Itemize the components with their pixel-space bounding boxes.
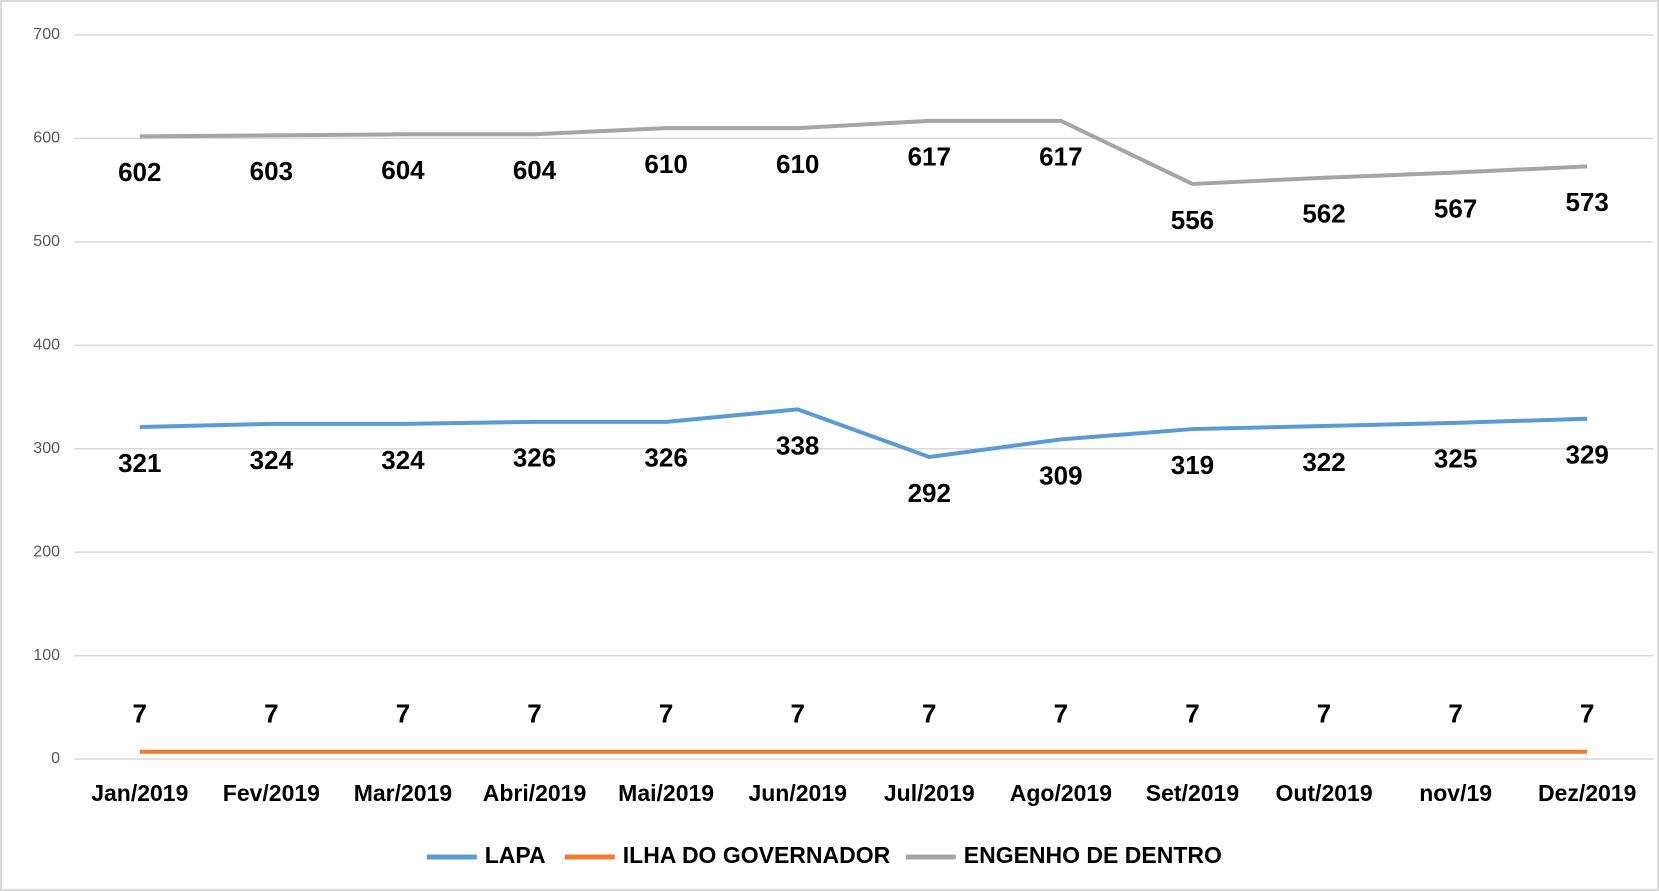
x-tick-label: Mar/2019	[354, 780, 452, 806]
data-label: 7	[396, 699, 410, 729]
x-tick-label: Abri/2019	[483, 780, 587, 806]
data-label: 326	[513, 443, 556, 473]
data-label: 567	[1434, 193, 1477, 223]
data-label: 562	[1302, 199, 1345, 229]
y-tick-label: 300	[33, 440, 60, 457]
x-tick-label: Mai/2019	[618, 780, 714, 806]
x-tick-label: Jul/2019	[884, 780, 975, 806]
data-label: 610	[776, 149, 819, 179]
data-label: 7	[133, 699, 147, 729]
data-label: 292	[908, 478, 951, 508]
y-tick-label: 100	[33, 647, 60, 664]
data-label: 324	[381, 445, 425, 475]
data-label: 610	[644, 149, 687, 179]
data-label: 617	[908, 142, 951, 172]
x-tick-label: Ago/2019	[1010, 780, 1112, 806]
data-label: 617	[1039, 142, 1082, 172]
y-tick-label: 0	[51, 750, 60, 767]
data-label: 7	[659, 699, 673, 729]
data-label: 7	[1317, 699, 1331, 729]
series-line	[139, 118, 1588, 186]
data-label: 573	[1566, 187, 1609, 217]
y-tick-label: 700	[33, 26, 60, 43]
data-label: 325	[1434, 444, 1477, 474]
y-tick-label: 400	[33, 337, 60, 354]
data-label: 324	[250, 445, 294, 475]
data-label: 7	[1580, 699, 1594, 729]
data-label: 603	[250, 156, 293, 186]
data-label: 7	[1054, 699, 1068, 729]
y-tick-label: 600	[33, 130, 60, 147]
x-tick-label: Set/2019	[1146, 780, 1239, 806]
data-label: 604	[381, 155, 425, 185]
data-label: 321	[118, 448, 161, 478]
legend-label: LAPA	[485, 842, 546, 868]
data-label: 7	[264, 699, 278, 729]
legend-label: ENGENHO DE DENTRO	[964, 842, 1222, 868]
data-label: 604	[513, 155, 557, 185]
data-label: 326	[644, 443, 687, 473]
x-tick-label: Dez/2019	[1538, 780, 1636, 806]
data-label: 7	[1448, 699, 1462, 729]
data-label: 7	[527, 699, 541, 729]
data-label: 7	[790, 699, 804, 729]
data-label: 319	[1171, 450, 1214, 480]
data-label: 322	[1302, 447, 1345, 477]
x-tick-label: Fev/2019	[223, 780, 320, 806]
data-label: 556	[1171, 205, 1214, 235]
data-label: 309	[1039, 460, 1082, 490]
data-label: 7	[1185, 699, 1199, 729]
data-label: 7	[922, 699, 936, 729]
x-tick-label: Jun/2019	[748, 780, 846, 806]
data-label: 329	[1566, 440, 1609, 470]
y-tick-label: 200	[33, 543, 60, 560]
x-tick-label: Jan/2019	[91, 780, 188, 806]
data-label: 602	[118, 157, 161, 187]
x-tick-label: Out/2019	[1275, 780, 1372, 806]
legend-label: ILHA DO GOVERNADOR	[623, 842, 891, 868]
y-tick-label: 500	[33, 233, 60, 250]
data-label: 338	[776, 430, 819, 460]
series-line	[139, 407, 1588, 459]
x-tick-label: nov/19	[1419, 780, 1492, 806]
